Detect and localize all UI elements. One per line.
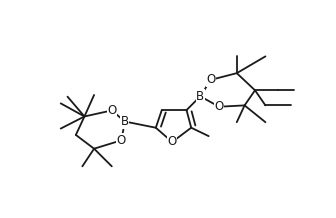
Text: B: B <box>121 115 129 128</box>
Text: O: O <box>214 100 224 113</box>
Text: O: O <box>107 104 116 117</box>
Text: B: B <box>196 90 204 103</box>
Text: O: O <box>117 134 126 147</box>
Text: O: O <box>168 135 177 148</box>
Text: O: O <box>206 73 215 86</box>
